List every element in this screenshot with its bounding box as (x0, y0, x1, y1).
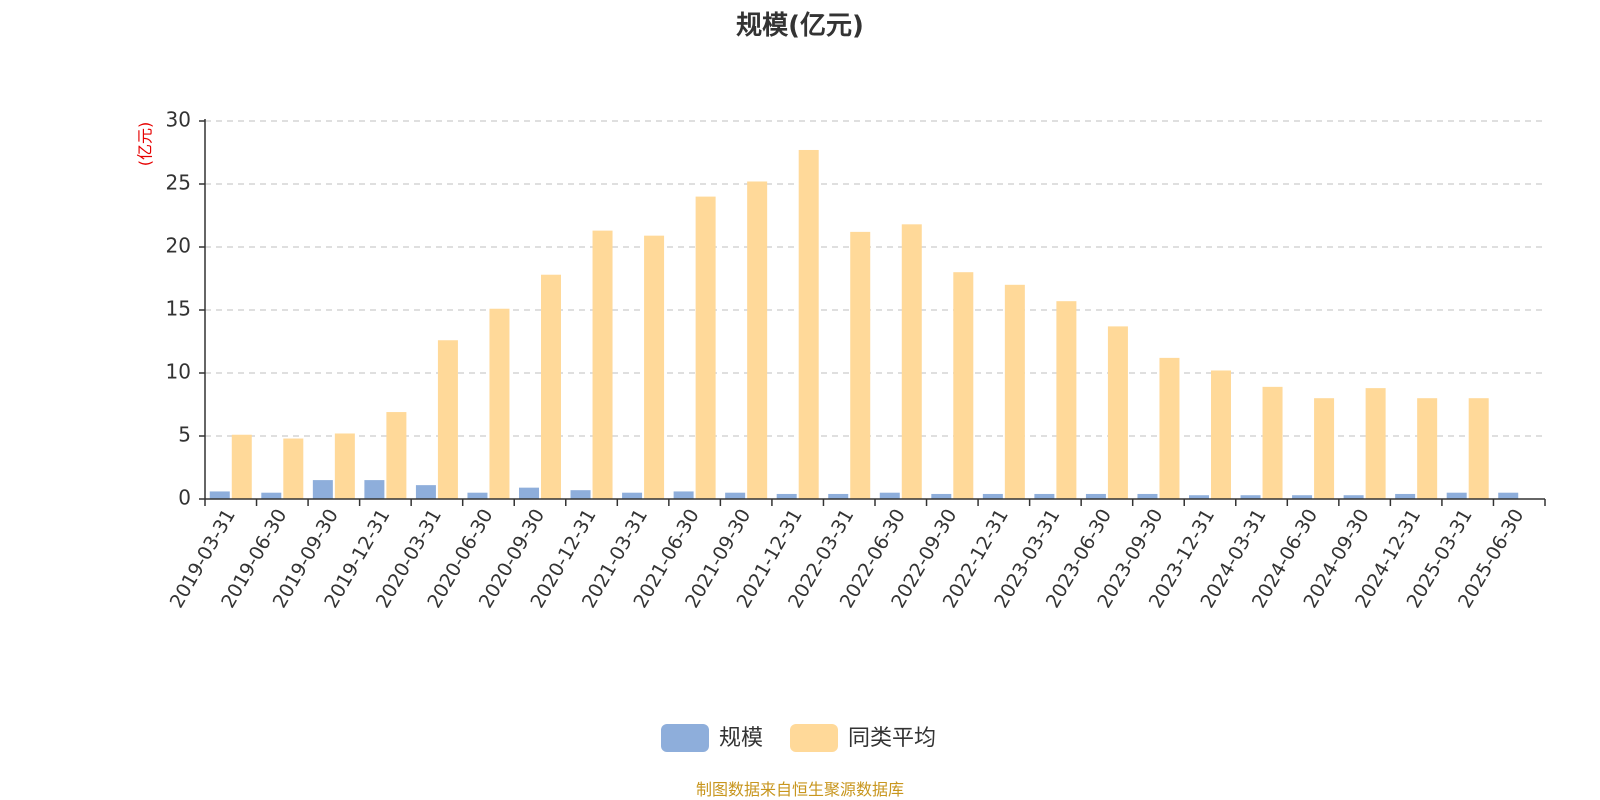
bar-tonglei-pingjun (1159, 357, 1180, 499)
bar-guimo (312, 480, 333, 499)
bar-tonglei-pingjun (695, 196, 716, 499)
legend-swatch (790, 724, 838, 752)
y-tick-label: 25 (166, 171, 191, 195)
bar-tonglei-pingjun (1107, 326, 1128, 499)
y-tick-label: 0 (178, 486, 191, 510)
bar-guimo (467, 492, 488, 499)
bar-guimo (1343, 495, 1364, 499)
bar-guimo (828, 493, 849, 499)
y-tick-label: 10 (166, 360, 191, 384)
bar-tonglei-pingjun (334, 433, 355, 499)
legend-label: 同类平均 (848, 726, 936, 751)
bar-guimo (1137, 493, 1158, 499)
bar-guimo (982, 493, 1003, 499)
bar-tonglei-pingjun (1365, 388, 1386, 499)
source-note: 制图数据来自恒生聚源数据库 (696, 780, 904, 799)
legend: 规模 同类平均 (661, 724, 936, 752)
bar-tonglei-pingjun (1211, 370, 1231, 499)
bar-tonglei-pingjun (489, 308, 510, 499)
y-tick-label: 15 (166, 297, 191, 321)
bar-guimo (570, 490, 591, 499)
bars (209, 149, 1519, 500)
bar-tonglei-pingjun (850, 231, 871, 499)
bar-tonglei-pingjun (644, 235, 665, 499)
bar-guimo (1189, 495, 1209, 499)
bar-guimo (1085, 493, 1106, 499)
bar-tonglei-pingjun (953, 272, 974, 499)
chart-title: 规模(亿元) (736, 11, 864, 41)
y-tick-label: 30 (166, 108, 191, 132)
bar-guimo (673, 491, 694, 499)
bar-tonglei-pingjun (592, 230, 613, 499)
bar-tonglei-pingjun (1468, 398, 1489, 499)
bar-tonglei-pingjun (231, 434, 252, 499)
bar-tonglei-pingjun (437, 340, 458, 499)
legend-swatch (661, 724, 709, 752)
bar-tonglei-pingjun (1417, 398, 1438, 499)
bar-guimo (1034, 493, 1055, 499)
bar-tonglei-pingjun (798, 149, 819, 500)
bar-guimo (725, 492, 746, 499)
bar-guimo (776, 493, 797, 499)
bar-guimo (1498, 492, 1519, 499)
bar-tonglei-pingjun (541, 274, 561, 499)
grid-lines (205, 120, 1545, 437)
bar-guimo (1446, 492, 1467, 499)
bar-guimo (1240, 495, 1261, 499)
bar-tonglei-pingjun (1056, 301, 1077, 499)
bar-guimo (879, 492, 900, 499)
legend-label: 规模 (719, 726, 763, 751)
bar-tonglei-pingjun (1262, 386, 1283, 499)
y-tick-label: 20 (166, 234, 191, 258)
bar-tonglei-pingjun (1004, 284, 1025, 499)
bar-guimo (364, 480, 385, 499)
bar-guimo (415, 485, 436, 499)
bar-guimo (519, 487, 539, 499)
bar-tonglei-pingjun (1314, 398, 1335, 499)
y-tick-label: 5 (178, 423, 191, 447)
bar-guimo (931, 493, 952, 499)
bar-tonglei-pingjun (386, 412, 407, 499)
bar-tonglei-pingjun (283, 438, 304, 499)
bar-guimo (622, 492, 643, 499)
bar-guimo (1395, 493, 1416, 499)
bar-guimo (261, 492, 282, 499)
bar-tonglei-pingjun (901, 224, 922, 499)
bar-tonglei-pingjun (747, 181, 768, 500)
y-axis-unit-label: (亿元) (136, 122, 155, 167)
bar-guimo (209, 491, 230, 499)
bar-guimo (1292, 495, 1313, 499)
